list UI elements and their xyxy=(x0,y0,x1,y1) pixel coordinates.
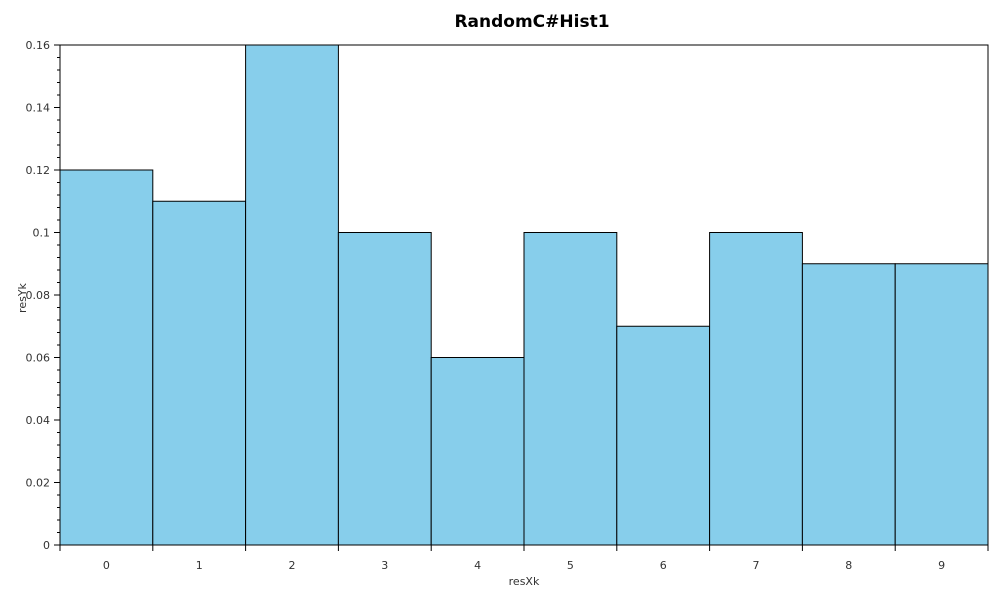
x-tick-label-6: 6 xyxy=(660,559,667,572)
bar-5 xyxy=(523,232,618,546)
y-tick-label: 0 xyxy=(43,539,50,552)
y-tick-label: 0.12 xyxy=(26,164,51,177)
y-tick-label: 0.16 xyxy=(26,39,51,52)
x-tick-label-1: 1 xyxy=(196,559,203,572)
x-tick-label-9: 9 xyxy=(938,559,945,572)
x-axis-ticks: 0 1 2 3 4 5 6 7 8 9 xyxy=(59,545,989,572)
x-tick-label-3: 3 xyxy=(381,559,388,572)
y-axis-ticks: 0 0.02 0.04 0.06 0.08 0.1 0.12 0.14 0.16 xyxy=(26,39,60,552)
bar-8 xyxy=(801,263,896,546)
bars-group xyxy=(59,44,989,546)
y-tick-label: 0.06 xyxy=(26,352,51,365)
bar-7 xyxy=(709,232,803,546)
bar-3 xyxy=(337,232,432,546)
x-tick-label-5: 5 xyxy=(567,559,574,572)
y-tick-label: 0.04 xyxy=(26,414,51,427)
x-tick-label-4: 4 xyxy=(474,559,481,572)
x-tick-label-8: 8 xyxy=(845,559,852,572)
bar-1 xyxy=(152,200,247,546)
y-tick-label: 0.02 xyxy=(26,477,51,490)
x-tick-label-2: 2 xyxy=(289,559,296,572)
x-tick-label-7: 7 xyxy=(753,559,760,572)
y-tick-label: 0.14 xyxy=(26,102,51,115)
bar-4 xyxy=(430,357,525,546)
y-tick-label: 0.08 xyxy=(26,289,51,302)
x-axis-label: resXk xyxy=(509,575,540,588)
y-axis-label: resYk xyxy=(16,282,29,312)
x-tick-label-0: 0 xyxy=(103,559,110,572)
bar-2 xyxy=(245,44,339,546)
bar-6 xyxy=(616,325,711,546)
bar-9 xyxy=(894,263,989,546)
bar-0 xyxy=(59,169,154,546)
chart-title: RandomC#Hist1 xyxy=(454,12,609,32)
y-tick-label: 0.1 xyxy=(33,227,51,240)
